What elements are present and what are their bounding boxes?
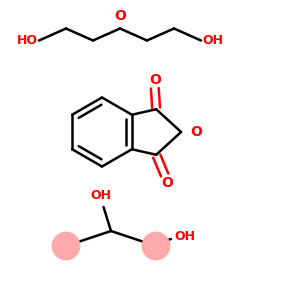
Text: O: O [161,176,172,190]
Text: OH: OH [174,230,195,243]
Circle shape [142,232,170,260]
Text: O: O [114,9,126,23]
Text: OH: OH [202,34,224,47]
Circle shape [52,232,80,260]
Text: HO: HO [16,34,38,47]
Text: O: O [149,73,161,87]
Text: O: O [190,125,202,139]
Text: OH: OH [90,189,111,202]
